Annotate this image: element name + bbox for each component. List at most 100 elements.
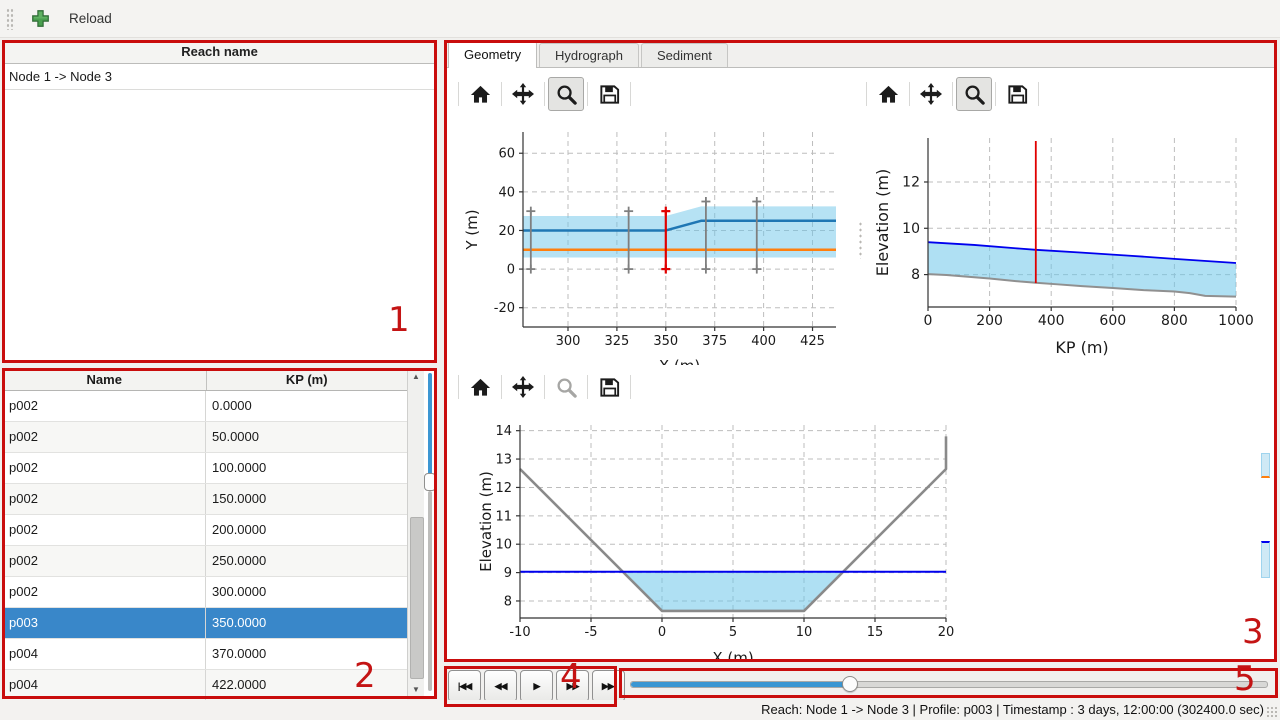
- cell-name[interactable]: p002: [3, 453, 206, 483]
- save-icon: [1006, 83, 1029, 106]
- cell-name[interactable]: p002: [3, 546, 206, 576]
- svg-text:-10: -10: [509, 625, 530, 640]
- svg-text:0: 0: [924, 313, 933, 329]
- cell-name[interactable]: p003: [3, 608, 206, 638]
- long-profile-toolbar: [863, 76, 1042, 112]
- resize-grip[interactable]: [1266, 706, 1278, 718]
- play-button[interactable]: ▶: [520, 670, 553, 702]
- cell-name[interactable]: p002: [3, 577, 206, 607]
- save-button[interactable]: [999, 77, 1035, 111]
- time-slider[interactable]: [630, 676, 1268, 692]
- table-row[interactable]: p004 422.0000: [3, 670, 407, 701]
- table-scrollbar[interactable]: ▲ ▼: [407, 369, 424, 698]
- svg-text:11: 11: [495, 509, 512, 524]
- playback-controls: |◀◀ ◀◀ ▶ ▶▶ ▶▶|: [448, 670, 625, 702]
- cell-kp[interactable]: 0.0000: [212, 398, 252, 413]
- svg-text:325: 325: [604, 334, 629, 349]
- cell-name[interactable]: p002: [3, 515, 206, 545]
- pan-icon: [511, 82, 535, 106]
- svg-text:20: 20: [498, 224, 515, 239]
- reload-button[interactable]: [25, 5, 55, 33]
- skip-to-start-button[interactable]: |◀◀: [448, 670, 481, 702]
- table-row[interactable]: p002 150.0000: [3, 484, 407, 515]
- svg-text:60: 60: [498, 147, 515, 162]
- home-button[interactable]: [462, 370, 498, 404]
- table-scrollbar-thumb[interactable]: [410, 517, 424, 679]
- cell-kp[interactable]: 50.0000: [212, 429, 259, 444]
- scroll-down-icon[interactable]: ▼: [412, 685, 420, 694]
- cell-name[interactable]: p004: [3, 639, 206, 669]
- toolbar-grip[interactable]: [6, 7, 15, 30]
- save-button[interactable]: [591, 370, 627, 404]
- app-toolbar: Reload: [0, 0, 1280, 38]
- status-text: Reach: Node 1 -> Node 3 | Profile: p003 …: [761, 702, 1264, 717]
- cell-kp[interactable]: 100.0000: [212, 460, 267, 475]
- table-row[interactable]: p002 100.0000: [3, 453, 407, 484]
- cell-kp[interactable]: 350.0000: [212, 615, 267, 630]
- tab-sediment[interactable]: Sediment: [641, 43, 728, 67]
- svg-text:Elevation (m): Elevation (m): [873, 169, 892, 276]
- cell-kp[interactable]: 150.0000: [212, 491, 267, 506]
- tab-hydrograph[interactable]: Hydrograph: [539, 43, 639, 67]
- table-row[interactable]: p004 370.0000: [3, 639, 407, 670]
- profile-vertical-slider[interactable]: [424, 369, 436, 698]
- zoom-button[interactable]: [548, 370, 584, 404]
- svg-text:8: 8: [911, 267, 920, 283]
- svg-text:350: 350: [653, 334, 678, 349]
- cell-name[interactable]: p002: [3, 484, 206, 514]
- tab-bar: Geometry Hydrograph Sediment: [445, 41, 1276, 68]
- splitter-handle[interactable]: [858, 221, 863, 259]
- vslider-thumb[interactable]: [424, 473, 436, 491]
- zoom-button[interactable]: [956, 77, 992, 111]
- pan-button[interactable]: [913, 77, 949, 111]
- cell-kp[interactable]: 250.0000: [212, 553, 267, 568]
- rewind-button[interactable]: ◀◀: [484, 670, 517, 702]
- time-slider-thumb[interactable]: [841, 676, 858, 692]
- time-slider-fill: [631, 682, 850, 687]
- zoom-button[interactable]: [548, 77, 584, 111]
- cell-kp[interactable]: 200.0000: [212, 522, 267, 537]
- svg-text:20: 20: [938, 625, 955, 640]
- table-row[interactable]: p002 0.0000: [3, 391, 407, 422]
- svg-text:200: 200: [976, 313, 1003, 329]
- scroll-up-icon[interactable]: ▲: [412, 372, 420, 381]
- svg-text:12: 12: [902, 174, 920, 190]
- skip-to-end-button[interactable]: ▶▶|: [592, 670, 625, 702]
- reload-label[interactable]: Reload: [69, 11, 112, 26]
- cell-kp[interactable]: 370.0000: [212, 646, 267, 661]
- svg-text:0: 0: [658, 625, 666, 640]
- home-button[interactable]: [870, 77, 906, 111]
- annotation-number-5: 5: [1234, 659, 1256, 699]
- cross-section-plot[interactable]: -10 -5 0 5 10 15 20 8 9 10 11 12 13 14 X (m) Elevation …: [446, 410, 1276, 661]
- tab-geometry[interactable]: Geometry: [448, 41, 538, 68]
- svg-text:10: 10: [902, 221, 920, 237]
- reach-list-panel: Reach name Node 1 -> Node 3: [3, 41, 436, 362]
- cell-kp[interactable]: 422.0000: [212, 677, 267, 692]
- home-button[interactable]: [462, 77, 498, 111]
- svg-text:9: 9: [504, 566, 512, 581]
- table-row[interactable]: p002 300.0000: [3, 577, 407, 608]
- svg-text:0: 0: [507, 263, 515, 278]
- column-header-kp[interactable]: KP (m): [285, 372, 328, 387]
- column-header-name[interactable]: Name: [3, 369, 207, 390]
- cell-name[interactable]: p002: [3, 391, 206, 421]
- cell-kp[interactable]: 300.0000: [212, 584, 267, 599]
- table-row[interactable]: p002 250.0000: [3, 546, 407, 577]
- profile-table-header: Name KP (m): [3, 369, 407, 391]
- table-row[interactable]: p002 50.0000: [3, 422, 407, 453]
- save-button[interactable]: [591, 77, 627, 111]
- reach-list-item[interactable]: Node 1 -> Node 3: [3, 64, 436, 90]
- cross-section-toolbar: [455, 369, 634, 405]
- table-row[interactable]: p002 200.0000: [3, 515, 407, 546]
- pan-button[interactable]: [505, 370, 541, 404]
- long-profile-plot[interactable]: 0 200 400 600 800 1000 8 10 12 KP (m) Elevation (m…: [862, 118, 1276, 365]
- pan-button[interactable]: [505, 77, 541, 111]
- table-row[interactable]: p003 350.0000: [3, 608, 407, 639]
- cell-name[interactable]: p002: [3, 422, 206, 452]
- plan-view-toolbar: [455, 76, 634, 112]
- plan-view-plot[interactable]: 300 325 350 375 400 425 -20 0 20 40 60 X (m) Y (m): [446, 118, 860, 365]
- fast-forward-button[interactable]: ▶▶: [556, 670, 589, 702]
- cell-name[interactable]: p004: [3, 670, 206, 700]
- svg-text:-20: -20: [494, 301, 515, 316]
- svg-text:13: 13: [495, 453, 512, 468]
